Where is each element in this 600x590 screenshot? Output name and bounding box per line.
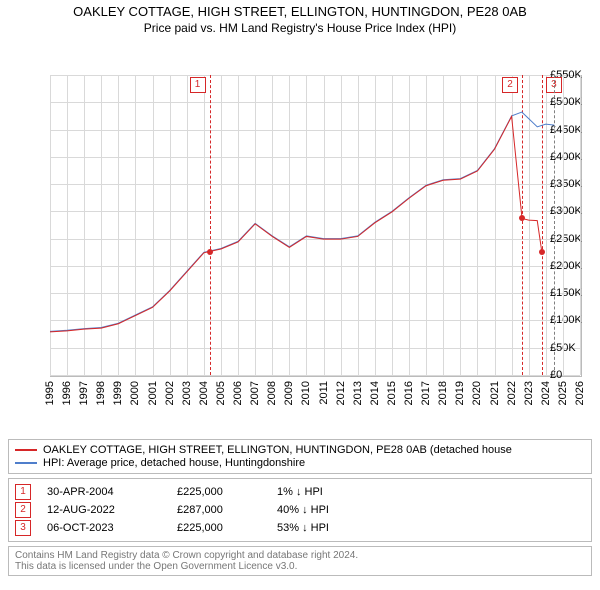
row-marker: 3	[15, 520, 31, 536]
row-date: 06-OCT-2023	[47, 522, 177, 534]
row-pct: 40% ↓ HPI	[277, 504, 397, 516]
table-row: 1 30-APR-2004£225,0001% ↓ HPI	[15, 484, 585, 500]
series-property	[50, 116, 542, 331]
series-svg	[0, 35, 590, 385]
table-row: 3 06-OCT-2023£225,00053% ↓ HPI	[15, 520, 585, 536]
table-row: 2 12-AUG-2022£287,00040% ↓ HPI	[15, 502, 585, 518]
row-price: £225,000	[177, 486, 277, 498]
title-block: OAKLEY COTTAGE, HIGH STREET, ELLINGTON, …	[0, 0, 600, 35]
legend-item: OAKLEY COTTAGE, HIGH STREET, ELLINGTON, …	[15, 444, 585, 456]
sale-point	[207, 249, 213, 255]
row-marker: 2	[15, 502, 31, 518]
row-pct: 1% ↓ HPI	[277, 486, 397, 498]
title-line1: OAKLEY COTTAGE, HIGH STREET, ELLINGTON, …	[0, 4, 600, 19]
legend-swatch	[15, 449, 37, 451]
series-hpi	[50, 112, 554, 331]
row-date: 30-APR-2004	[47, 486, 177, 498]
sales-table: 130-APR-2004£225,0001% ↓ HPI212-AUG-2022…	[8, 478, 592, 542]
legend: OAKLEY COTTAGE, HIGH STREET, ELLINGTON, …	[8, 439, 592, 474]
row-date: 12-AUG-2022	[47, 504, 177, 516]
chart: £0£50K£100K£150K£200K£250K£300K£350K£400…	[0, 35, 600, 435]
legend-item: HPI: Average price, detached house, Hunt…	[15, 457, 585, 469]
legend-swatch	[15, 462, 37, 464]
legend-label: OAKLEY COTTAGE, HIGH STREET, ELLINGTON, …	[43, 444, 512, 456]
sale-point	[539, 249, 545, 255]
row-price: £287,000	[177, 504, 277, 516]
footnote: Contains HM Land Registry data © Crown c…	[8, 546, 592, 576]
footnote-line1: Contains HM Land Registry data © Crown c…	[15, 550, 585, 561]
sale-point	[519, 215, 525, 221]
legend-label: HPI: Average price, detached house, Hunt…	[43, 457, 305, 469]
footnote-line2: This data is licensed under the Open Gov…	[15, 561, 585, 572]
title-line2: Price paid vs. HM Land Registry's House …	[0, 21, 600, 35]
row-marker: 1	[15, 484, 31, 500]
row-pct: 53% ↓ HPI	[277, 522, 397, 534]
row-price: £225,000	[177, 522, 277, 534]
